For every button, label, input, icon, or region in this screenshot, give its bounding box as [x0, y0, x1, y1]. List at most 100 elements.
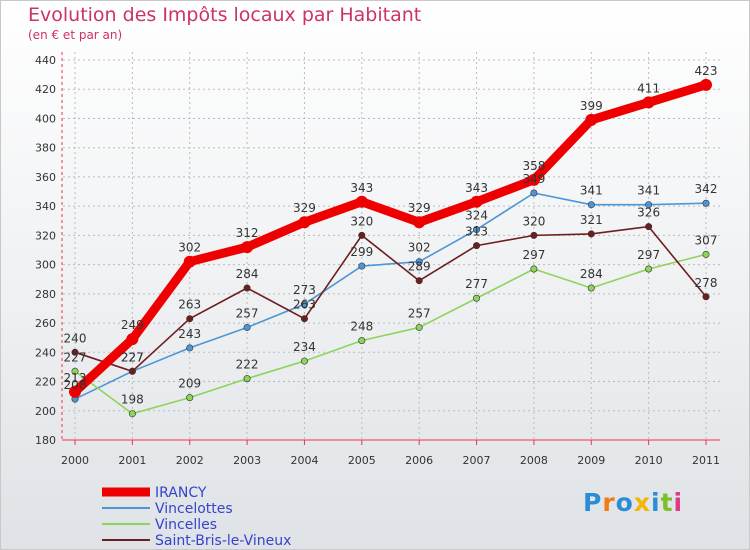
data-label-vincelottes-2003: 257 — [236, 306, 259, 320]
logo-letter: o — [615, 488, 634, 517]
data-point-vincelles-2004 — [300, 357, 308, 365]
data-label-vincelles-2002: 209 — [178, 377, 201, 391]
data-label-vincelottes-2004: 273 — [293, 283, 316, 297]
y-tick-label-200: 200 — [35, 405, 56, 418]
y-tick-label-180: 180 — [35, 434, 56, 447]
series-lines — [69, 78, 712, 418]
data-label-vincelottes-2009: 341 — [580, 184, 603, 198]
data-label-irancy-2006: 329 — [408, 201, 431, 215]
data-point-irancy-2000 — [69, 385, 81, 398]
x-tick-label-2001: 2001 — [118, 454, 146, 467]
data-label-vincelles-2003: 222 — [236, 358, 259, 372]
data-label-saint-bris-le-vineux-2002: 263 — [178, 298, 201, 312]
data-label-vincelles-2000: 227 — [64, 350, 87, 364]
y-tick-label-320: 320 — [35, 229, 56, 242]
data-point-vincelles-2009 — [587, 284, 595, 292]
data-point-saint-bris-le-vineux-2001 — [128, 367, 136, 375]
y-tick-label-400: 400 — [35, 112, 56, 125]
legend-label-saint-bris-le-vineux: Saint-Bris-le-Vineux — [155, 533, 291, 549]
data-point-vincelottes-2008 — [530, 189, 538, 197]
data-point-irancy-2005 — [355, 195, 368, 208]
data-point-vincelottes-2010 — [645, 201, 653, 209]
proxiti-logo: Proxiti — [583, 488, 683, 517]
y-tick-label-240: 240 — [35, 346, 56, 359]
data-point-saint-bris-le-vineux-2004 — [300, 315, 308, 323]
data-label-vincelottes-2002: 243 — [178, 327, 201, 341]
legend: IRANCYVincelottesVincellesSaint-Bris-le-… — [102, 485, 291, 549]
data-point-vincelottes-2006 — [415, 258, 423, 266]
data-label-irancy-2011: 423 — [695, 64, 718, 78]
x-tick-label-2002: 2002 — [176, 454, 204, 467]
legend-label-vincelles: Vincelles — [155, 517, 217, 533]
data-point-irancy-2006 — [413, 216, 426, 229]
x-tick-label-2008: 2008 — [520, 454, 548, 467]
y-tick-label-340: 340 — [35, 200, 56, 213]
data-label-vincelottes-2010: 341 — [637, 184, 660, 198]
data-point-irancy-2008 — [527, 173, 540, 186]
data-point-vincelles-2010 — [645, 265, 653, 273]
series-line-vincelottes — [74, 192, 707, 400]
x-tick-label-2007: 2007 — [463, 454, 491, 467]
data-point-vincelles-2001 — [128, 410, 136, 418]
data-point-saint-bris-le-vineux-2000 — [71, 348, 79, 356]
data-label-saint-bris-le-vineux-2008: 320 — [522, 214, 545, 228]
data-label-vincelottes-2007: 324 — [465, 209, 488, 223]
x-tick-label-2004: 2004 — [290, 454, 318, 467]
data-point-vincelles-2007 — [473, 294, 481, 302]
legend-label-irancy: IRANCY — [155, 485, 207, 501]
data-label-irancy-2003: 312 — [236, 226, 259, 240]
data-point-saint-bris-le-vineux-2003 — [243, 284, 251, 292]
data-point-irancy-2003 — [241, 241, 254, 254]
series-line-vincelles — [74, 253, 707, 415]
y-tick-label-380: 380 — [35, 142, 56, 155]
y-tick-label-220: 220 — [35, 376, 56, 389]
data-label-vincelles-2006: 257 — [408, 306, 431, 320]
data-label-saint-bris-le-vineux-2000: 240 — [64, 331, 87, 345]
y-tick-label-260: 260 — [35, 317, 56, 330]
data-label-irancy-2007: 343 — [465, 181, 488, 195]
data-point-vincelottes-2007 — [473, 226, 481, 234]
data-point-vincelottes-2011 — [702, 199, 710, 207]
data-label-vincelottes-2008: 349 — [522, 172, 545, 186]
data-label-saint-bris-le-vineux-2009: 321 — [580, 213, 603, 227]
y-tick-label-300: 300 — [35, 259, 56, 272]
data-point-vincelottes-2005 — [358, 262, 366, 270]
data-label-vincelottes-2011: 342 — [695, 182, 718, 196]
logo-letter: x — [633, 488, 651, 517]
data-label-vincelles-2005: 248 — [350, 320, 373, 334]
data-label-vincelottes-2000: 208 — [64, 378, 87, 392]
data-label-saint-bris-le-vineux-2010: 326 — [637, 206, 660, 220]
data-point-saint-bris-le-vineux-2005 — [358, 231, 366, 239]
logo-letter: t — [660, 488, 674, 517]
x-tick-label-2006: 2006 — [405, 454, 433, 467]
data-label-irancy-2008: 358 — [522, 159, 545, 173]
data-label-vincelles-2004: 234 — [293, 340, 316, 354]
data-label-saint-bris-le-vineux-2005: 320 — [350, 214, 373, 228]
data-point-irancy-2010 — [642, 96, 655, 109]
data-label-vincelles-2008: 297 — [522, 248, 545, 262]
data-label-irancy-2009: 399 — [580, 99, 603, 113]
data-point-saint-bris-le-vineux-2009 — [587, 230, 595, 238]
chart-subtitle: (en € et par an) — [28, 28, 123, 42]
logo-letter: i — [673, 488, 684, 517]
x-tick-label-2005: 2005 — [348, 454, 376, 467]
series-line-irancy — [70, 80, 711, 397]
x-tick-label-2000: 2000 — [61, 454, 89, 467]
legend-label-vincelottes: Vincelottes — [155, 501, 233, 517]
x-tick-label-2003: 2003 — [233, 454, 261, 467]
data-point-saint-bris-le-vineux-2002 — [186, 315, 194, 323]
logo-letter: P — [583, 488, 603, 517]
data-label-vincelles-2007: 277 — [465, 277, 488, 291]
data-label-saint-bris-le-vineux-2011: 278 — [695, 276, 718, 290]
data-labels: 208 227 243 257 273 299 302 324 349 341 341 342 227 1… — [64, 64, 718, 407]
data-point-saint-bris-le-vineux-2010 — [645, 223, 653, 231]
data-label-irancy-2000: 213 — [64, 371, 87, 385]
data-point-vincelles-2006 — [415, 323, 423, 331]
data-point-vincelottes-2009 — [587, 201, 595, 209]
logo-letter: r — [602, 488, 616, 517]
data-point-irancy-2001 — [126, 333, 139, 346]
data-point-saint-bris-le-vineux-2011 — [702, 293, 710, 301]
data-point-saint-bris-le-vineux-2006 — [415, 277, 423, 285]
